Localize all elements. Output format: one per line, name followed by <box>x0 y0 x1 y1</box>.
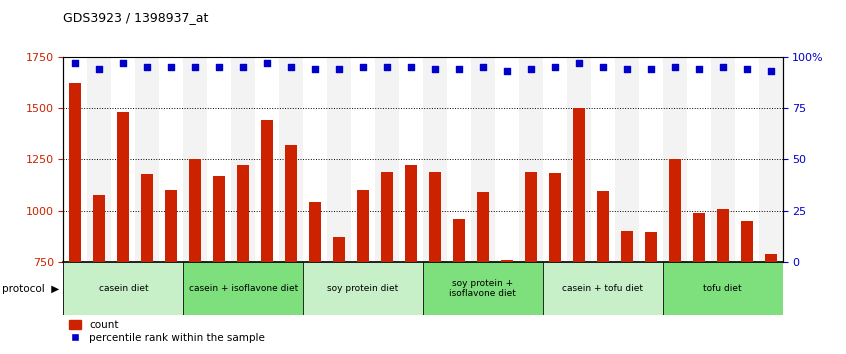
Bar <box>135 57 159 262</box>
Point <box>261 60 274 65</box>
Point <box>739 66 753 72</box>
Point <box>716 64 729 70</box>
Point <box>284 64 298 70</box>
Text: GDS3923 / 1398937_at: GDS3923 / 1398937_at <box>63 11 209 24</box>
Bar <box>711 57 734 262</box>
Text: soy protein +
isoflavone diet: soy protein + isoflavone diet <box>449 279 516 298</box>
Bar <box>519 57 543 262</box>
Point <box>620 66 634 72</box>
Point <box>764 68 777 74</box>
Point <box>308 66 321 72</box>
Bar <box>717 209 728 262</box>
Bar <box>668 159 681 262</box>
Bar <box>213 176 225 262</box>
Bar <box>327 57 351 262</box>
Point <box>356 64 370 70</box>
Bar <box>375 57 399 262</box>
Bar <box>309 202 321 262</box>
Bar <box>621 231 633 262</box>
Point <box>524 66 537 72</box>
Bar <box>525 172 537 262</box>
Point <box>117 60 130 65</box>
Bar <box>453 219 465 262</box>
Bar <box>567 57 591 262</box>
Bar <box>93 195 106 262</box>
Bar <box>471 57 495 262</box>
Point <box>140 64 154 70</box>
Bar <box>184 262 303 315</box>
Point <box>189 64 202 70</box>
Point <box>380 64 393 70</box>
Text: soy protein diet: soy protein diet <box>327 284 398 293</box>
Bar <box>423 57 447 262</box>
Bar <box>261 120 273 262</box>
Bar <box>759 57 783 262</box>
Point <box>164 64 178 70</box>
Bar <box>357 190 369 262</box>
Bar <box>63 262 184 315</box>
Bar <box>405 165 417 262</box>
Bar <box>549 173 561 262</box>
Bar <box>333 237 345 262</box>
Bar <box>381 172 393 262</box>
Point <box>692 66 706 72</box>
Text: protocol  ▶: protocol ▶ <box>2 284 59 293</box>
Point <box>332 66 346 72</box>
Bar <box>662 57 687 262</box>
Bar <box>662 262 783 315</box>
Bar <box>693 213 705 262</box>
Point <box>452 66 465 72</box>
Bar <box>184 57 207 262</box>
Point <box>548 64 562 70</box>
Point <box>500 68 514 74</box>
Text: casein diet: casein diet <box>99 284 148 293</box>
Bar <box>765 254 777 262</box>
Bar <box>303 262 423 315</box>
Bar <box>165 190 178 262</box>
Bar <box>87 57 112 262</box>
Bar <box>118 112 129 262</box>
Bar <box>141 174 153 262</box>
Point <box>476 64 490 70</box>
Bar <box>645 232 656 262</box>
Bar <box>573 108 585 262</box>
Point <box>212 64 226 70</box>
Bar <box>477 192 489 262</box>
Text: casein + tofu diet: casein + tofu diet <box>563 284 643 293</box>
Point <box>596 64 609 70</box>
Point <box>644 66 657 72</box>
Point <box>92 66 106 72</box>
Bar <box>543 262 662 315</box>
Point <box>572 60 585 65</box>
Text: tofu diet: tofu diet <box>703 284 742 293</box>
Point <box>404 64 418 70</box>
Legend: count, percentile rank within the sample: count, percentile rank within the sample <box>69 320 266 343</box>
Point <box>428 66 442 72</box>
Bar <box>279 57 303 262</box>
Point <box>236 64 250 70</box>
Bar <box>740 221 753 262</box>
Bar <box>596 191 609 262</box>
Bar <box>429 172 441 262</box>
Bar <box>423 262 543 315</box>
Bar <box>615 57 639 262</box>
Point <box>667 64 681 70</box>
Point <box>69 60 82 65</box>
Bar <box>237 165 250 262</box>
Bar <box>190 159 201 262</box>
Bar <box>69 83 81 262</box>
Bar <box>285 145 297 262</box>
Bar <box>231 57 255 262</box>
Text: casein + isoflavone diet: casein + isoflavone diet <box>189 284 298 293</box>
Bar <box>501 260 513 262</box>
